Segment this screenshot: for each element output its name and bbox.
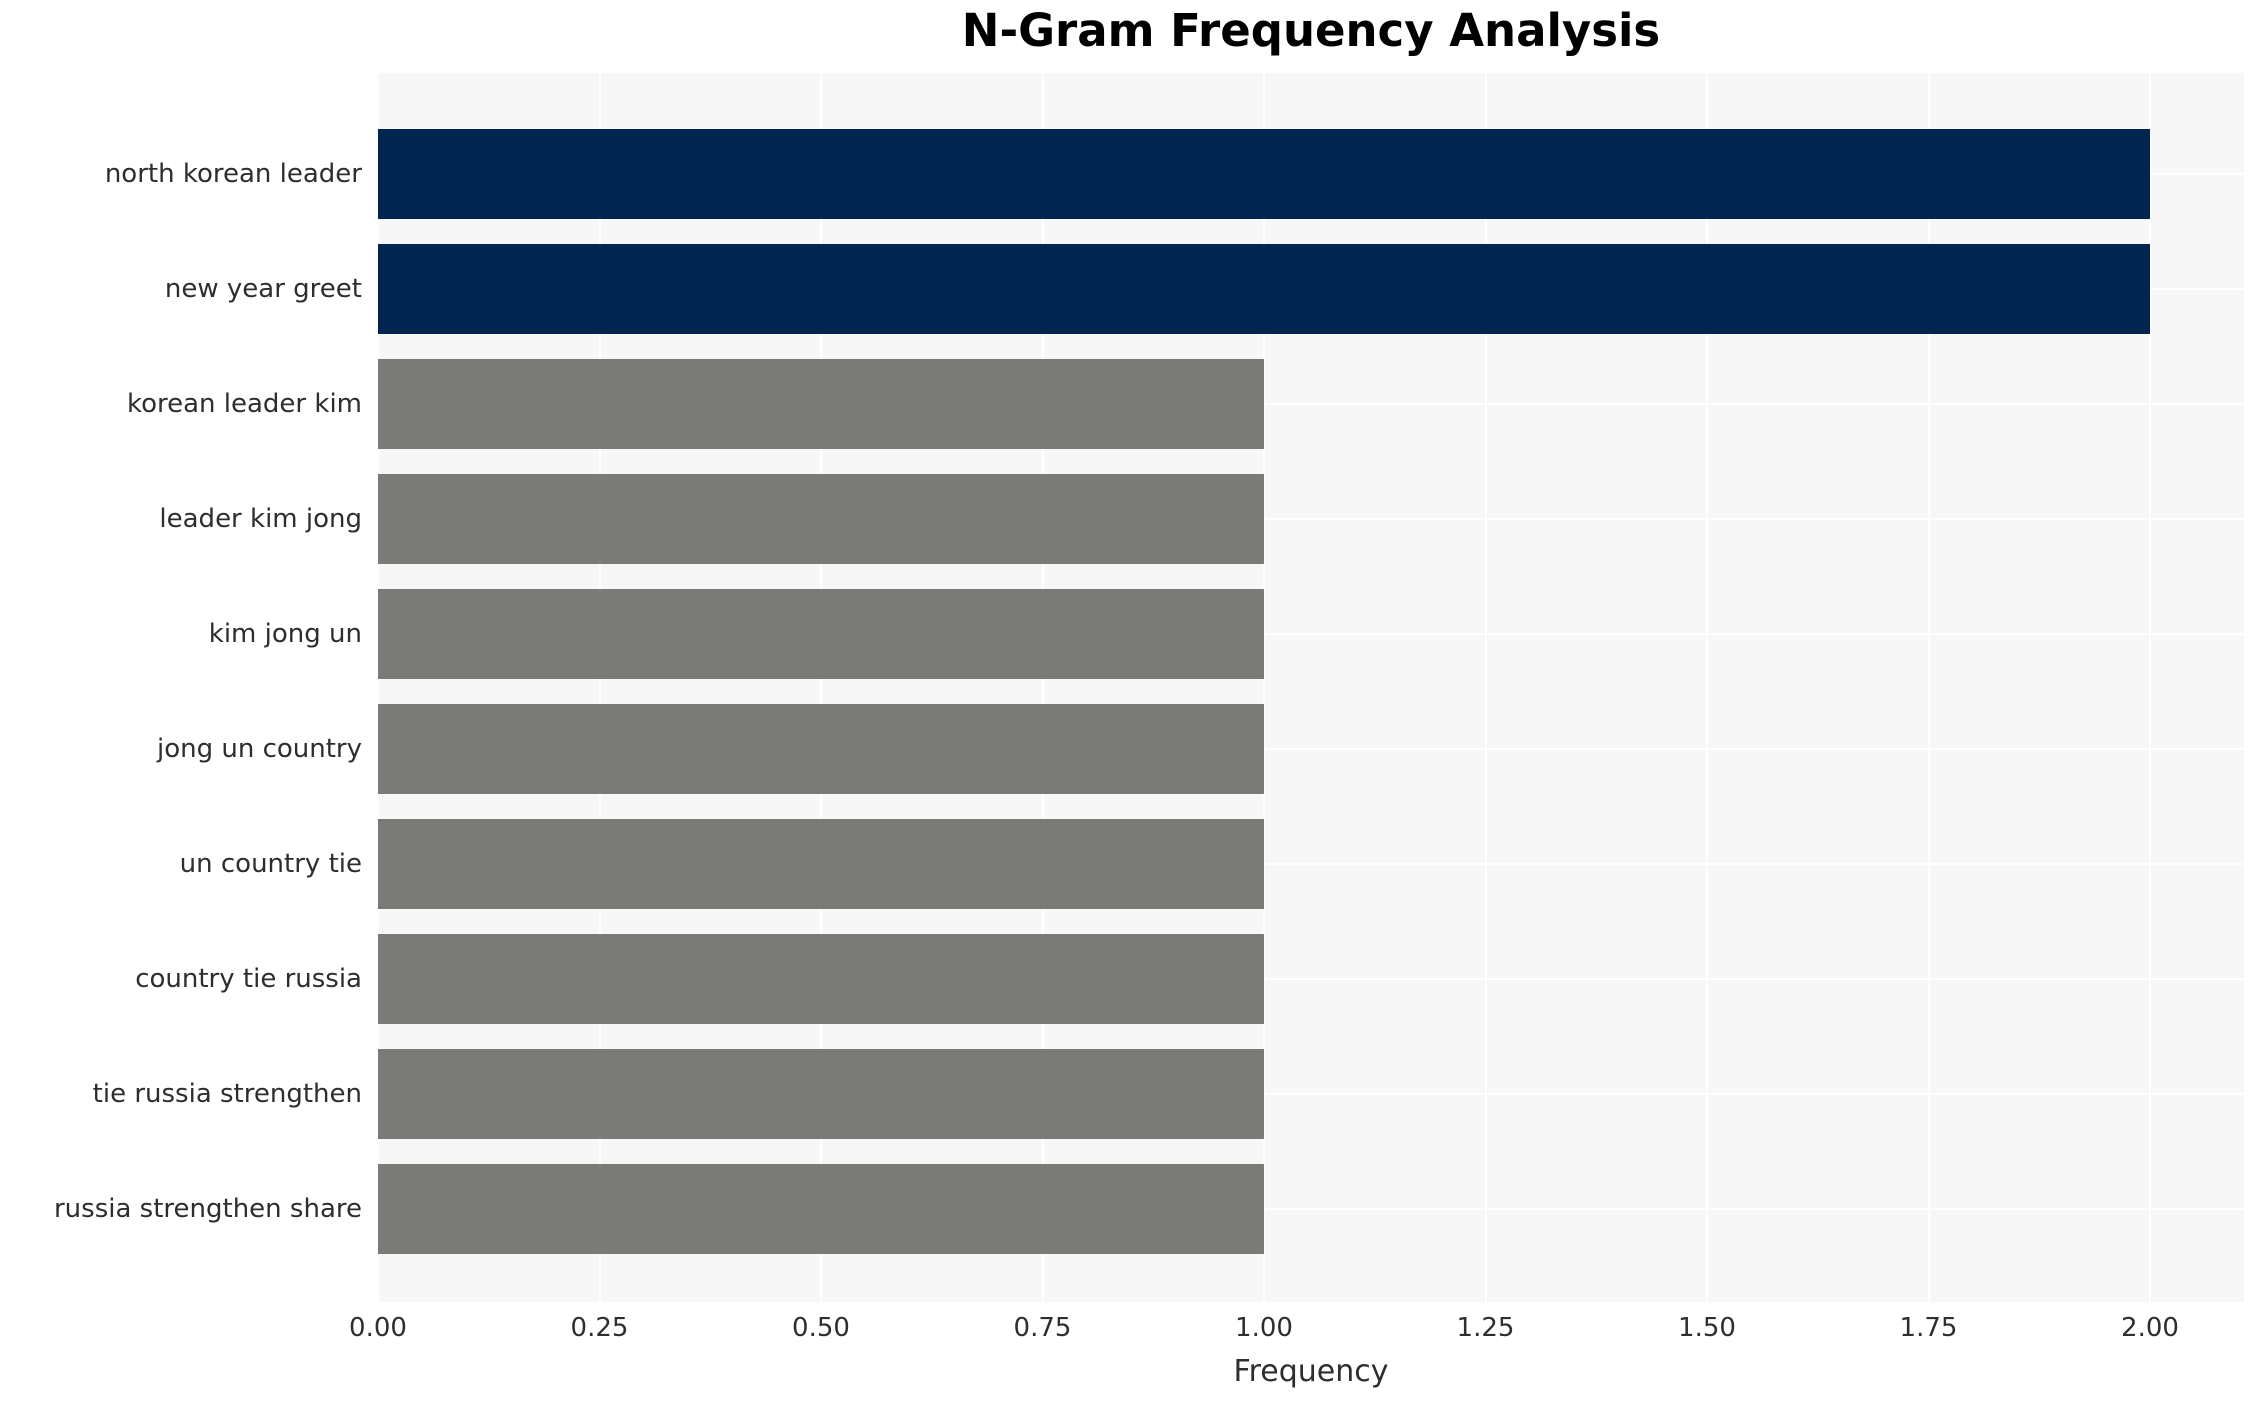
gridline-horizontal [378,517,2244,520]
bar [378,128,2150,219]
gridline-horizontal [378,1207,2244,1210]
y-tick-label: kim jong un [208,618,362,649]
x-tick-label: 0.00 [349,1313,407,1343]
gridline-vertical [820,73,822,1302]
gridline-vertical [1484,73,1487,1302]
gridline-vertical [2149,73,2151,1302]
bar [378,703,1264,794]
x-tick-label: 1.25 [1456,1313,1515,1343]
bar [378,243,2150,334]
plot-area [378,73,2244,1302]
bar [378,588,1264,679]
gridline-horizontal [378,1092,2244,1095]
gridline-vertical [1263,73,1265,1302]
y-tick-label: north korean leader [104,158,362,189]
bar [378,818,1264,909]
y-tick-label: new year greet [164,273,362,304]
gridline-vertical [378,73,379,1302]
y-tick-label: country tie russia [135,963,362,994]
x-tick-label: 0.50 [792,1313,850,1343]
y-tick-label: tie russia strengthen [92,1078,362,1109]
gridline-horizontal [378,977,2244,980]
y-tick-label: korean leader kim [126,388,362,419]
y-tick-label: russia strengthen share [53,1193,362,1224]
x-tick-label: 0.75 [1013,1313,1072,1343]
x-tick-label: 1.50 [1678,1313,1736,1343]
gridline-horizontal [378,862,2244,865]
x-tick-label: 2.00 [2121,1313,2179,1343]
bar [378,473,1264,564]
x-tick-label: 0.25 [570,1313,629,1343]
bar [378,358,1264,449]
gridline-vertical [1041,73,1044,1302]
bar [378,933,1264,1024]
bar [378,1048,1264,1139]
y-tick-label: leader kim jong [159,503,362,534]
x-tick-label: 1.00 [1235,1313,1293,1343]
y-tick-label: un country tie [179,848,362,879]
y-tick-label: jong un country [156,733,362,764]
gridline-horizontal [378,632,2244,635]
gridline-horizontal [378,402,2244,405]
gridline-vertical [1927,73,1930,1302]
gridline-vertical [598,73,601,1302]
gridline-horizontal [378,747,2244,750]
chart-title: N-Gram Frequency Analysis [961,4,1661,57]
x-tick-label: 1.75 [1899,1313,1958,1343]
x-axis-title: Frequency [1233,1354,1389,1389]
gridline-vertical [1706,73,1708,1302]
bar [378,1163,1264,1254]
